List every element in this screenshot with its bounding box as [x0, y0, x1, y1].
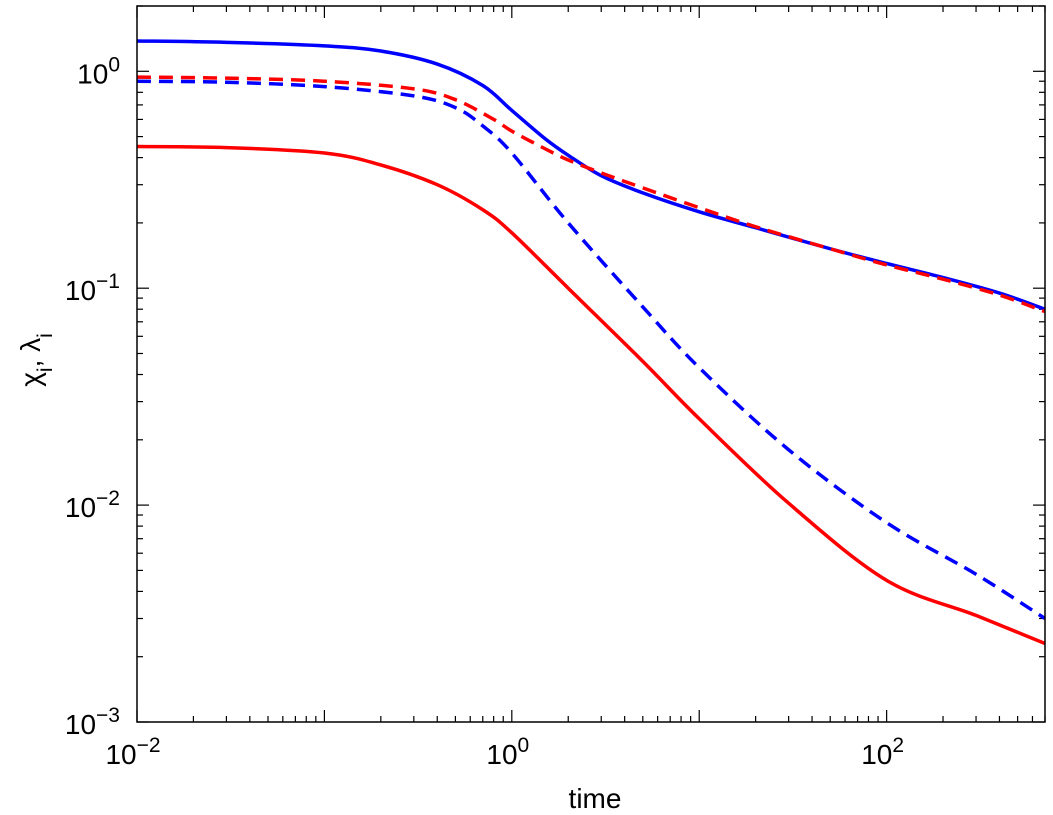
y-tick-label: 10−1 — [65, 270, 120, 306]
y-tick-label: 10−3 — [65, 704, 120, 740]
series-line-1 — [136, 39, 1046, 311]
tick-marks — [136, 5, 1046, 723]
series-line-4 — [136, 144, 1046, 646]
x-tick-label: 10−2 — [105, 734, 160, 770]
x-axis-label: time — [569, 783, 622, 814]
series-line-3 — [136, 79, 1046, 620]
x-tick-label: 100 — [486, 734, 529, 770]
series-line-2 — [136, 75, 1046, 314]
y-axis-label: χi, λi — [15, 333, 57, 387]
y-tick-label: 100 — [77, 53, 120, 89]
plot-frame — [136, 5, 1046, 723]
y-tick-label: 10−2 — [65, 487, 120, 523]
x-tick-label: 102 — [861, 734, 904, 770]
series-group — [136, 39, 1046, 646]
